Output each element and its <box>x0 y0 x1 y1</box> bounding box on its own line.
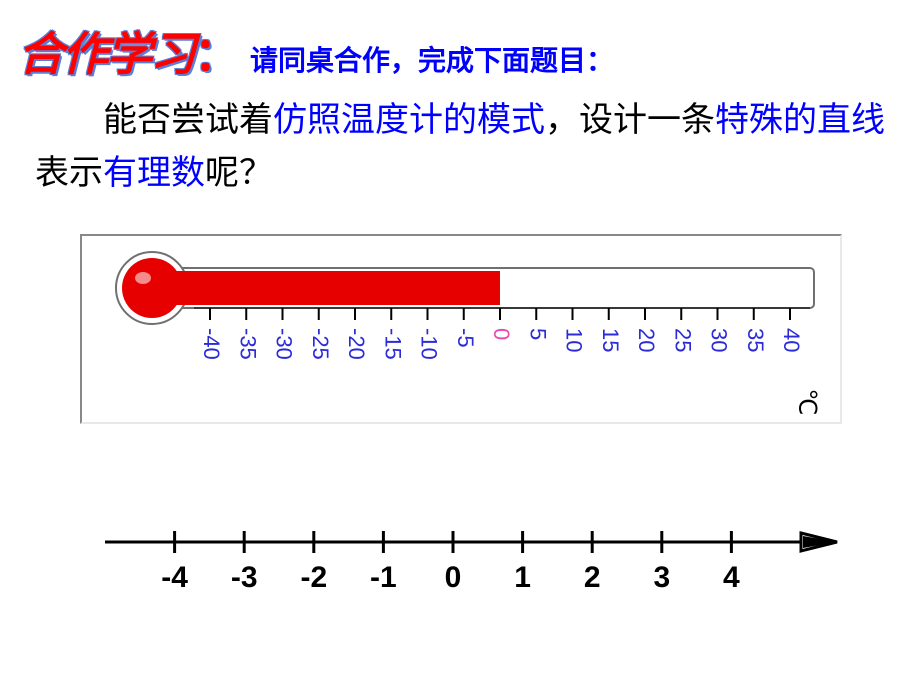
svg-text:5: 5 <box>525 328 550 340</box>
svg-text:10: 10 <box>562 328 587 352</box>
title-subtitle: 请同桌合作，完成下面题目： <box>250 39 614 79</box>
svg-text:-25: -25 <box>308 328 333 360</box>
svg-text:-35: -35 <box>235 328 260 360</box>
question-text: 能否尝试着仿照温度计的模式，设计一条特殊的直线表示有理数呢？ <box>35 95 890 200</box>
numberline-svg: -4 -3 -2 -1 0 1 2 3 4 <box>85 516 841 606</box>
numberline-panel: -4 -3 -2 -1 0 1 2 3 4 <box>85 516 841 606</box>
svg-text:0: 0 <box>445 561 462 594</box>
thermometer-svg: -40 -35 -30 -25 -20 -15 -10 -5 05 10 15 20 25 30 35 40 ℃ <box>90 244 834 416</box>
svg-text:2: 2 <box>584 561 601 594</box>
body-seg: ，设计一条 <box>545 102 715 139</box>
svg-text:℃: ℃ <box>794 389 821 416</box>
thermometer-panel: -40 -35 -30 -25 -20 -15 -10 -5 05 10 15 20 25 30 35 40 ℃ <box>80 234 842 424</box>
svg-text:35: 35 <box>743 328 768 352</box>
svg-text:-2: -2 <box>300 561 327 594</box>
body-seg: 能否尝试着 <box>103 102 273 139</box>
svg-text:40: 40 <box>779 328 804 352</box>
svg-text:25: 25 <box>670 328 695 352</box>
svg-text:-1: -1 <box>370 561 397 594</box>
svg-text:-15: -15 <box>380 328 405 360</box>
svg-text:-4: -4 <box>161 561 188 594</box>
body-seg-hl: 有理数 <box>103 155 205 192</box>
title-main: 合作学习 <box>18 18 194 84</box>
body-seg-hl: 仿照温度计的模式 <box>273 102 545 139</box>
title-colon: ： <box>194 18 240 84</box>
svg-text:20: 20 <box>634 328 659 352</box>
svg-text:-10: -10 <box>417 328 442 360</box>
title-row: 合作学习 ： 请同桌合作，完成下面题目： <box>18 18 614 84</box>
body-seg: 呢？ <box>205 155 273 192</box>
svg-text:-5: -5 <box>453 328 478 348</box>
svg-text:-3: -3 <box>231 561 258 594</box>
svg-text:3: 3 <box>653 561 670 594</box>
svg-text:-20: -20 <box>344 328 369 360</box>
svg-text:15: 15 <box>598 328 623 352</box>
svg-text:1: 1 <box>514 561 531 594</box>
svg-text:30: 30 <box>707 328 732 352</box>
svg-text:0: 0 <box>489 328 514 340</box>
svg-text:-40: -40 <box>199 328 224 360</box>
body-seg: 表示 <box>35 155 103 192</box>
svg-text:-30: -30 <box>272 328 297 360</box>
svg-text:4: 4 <box>723 561 740 594</box>
body-seg-hl: 特殊的直线 <box>715 102 885 139</box>
